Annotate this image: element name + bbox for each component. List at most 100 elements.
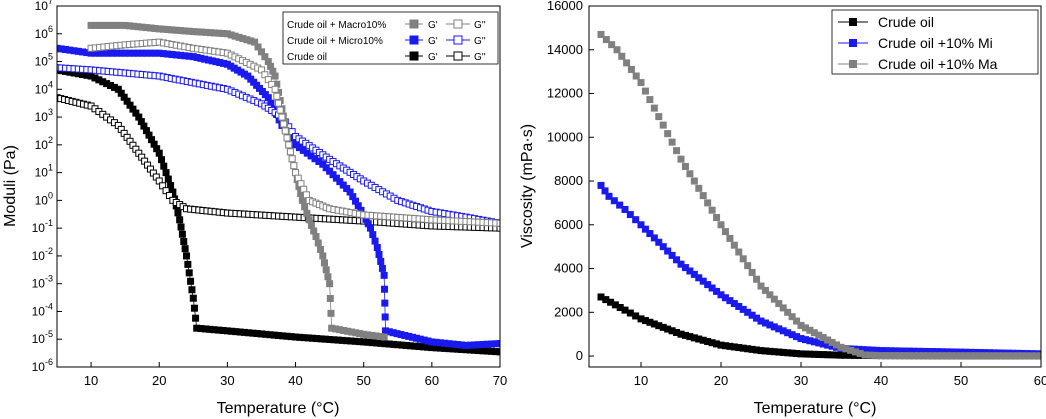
viscosity-y-axis-label: Viscosity (mPa·s) xyxy=(519,124,536,248)
viscosity-data-point xyxy=(597,181,605,189)
moduli-data-point xyxy=(275,99,282,107)
moduli-data-point xyxy=(162,169,170,177)
viscosity-y-tick-label: 16000 xyxy=(547,0,583,13)
viscosity-data-point xyxy=(896,347,904,355)
moduli-data-point xyxy=(189,294,197,302)
viscosity-data-point xyxy=(699,336,707,344)
viscosity-data-point xyxy=(646,318,654,326)
viscosity-data-point xyxy=(770,323,778,331)
viscosity-data-point xyxy=(730,343,738,351)
viscosity-y-tick-label: 2000 xyxy=(554,304,583,319)
viscosity-data-point xyxy=(952,348,960,356)
viscosity-data-point xyxy=(761,319,769,327)
viscosity-data-point xyxy=(641,87,649,95)
moduli-data-point xyxy=(378,264,386,272)
moduli-data-point xyxy=(281,127,289,135)
viscosity-data-point xyxy=(873,346,881,354)
viscosity-data-point xyxy=(856,349,864,357)
viscosity-data-point xyxy=(872,351,880,359)
viscosity-data-point xyxy=(877,352,885,360)
viscosity-data-point xyxy=(621,306,629,314)
viscosity-data-point xyxy=(981,352,989,360)
viscosity-legend-marker xyxy=(849,18,857,26)
viscosity-data-point xyxy=(695,335,703,343)
moduli-data-point xyxy=(283,134,291,142)
viscosity-data-point xyxy=(650,104,658,112)
viscosity-data-point xyxy=(793,317,801,325)
moduli-data-point xyxy=(181,245,189,253)
viscosity-plot-frame xyxy=(588,5,1042,368)
moduli-data-point xyxy=(188,286,196,294)
moduli-data-point xyxy=(160,162,168,170)
viscosity-data-point xyxy=(677,260,685,268)
viscosity-data-point xyxy=(929,352,937,360)
viscosity-data-point xyxy=(748,311,756,319)
viscosity-data-point xyxy=(919,347,927,355)
viscosity-data-point xyxy=(833,351,841,359)
viscosity-data-point xyxy=(708,206,716,214)
viscosity-data-point xyxy=(788,349,796,357)
viscosity-data-point xyxy=(847,346,855,354)
viscosity-data-point xyxy=(891,352,899,360)
viscosity-data-point xyxy=(910,352,918,360)
moduli-chart: 10 20 30 40 50 60 70 10-6 10-5 10-4 10-3 10-2 10-1 10… xyxy=(2,0,507,417)
viscosity-y-tick-label: 6000 xyxy=(554,217,583,232)
viscosity-data-point xyxy=(668,138,676,146)
viscosity-data-point xyxy=(819,340,827,348)
moduli-y-tick-label: 102 xyxy=(35,135,53,152)
viscosity-data-point xyxy=(735,248,743,256)
viscosity-data-point xyxy=(690,270,698,278)
moduli-data-point xyxy=(184,260,192,268)
viscosity-data-point xyxy=(943,352,951,360)
moduli-data-point xyxy=(367,224,375,232)
viscosity-data-point xyxy=(690,177,698,185)
viscosity-data-point xyxy=(915,347,923,355)
moduli-legend-label: Crude oil + Micro10% xyxy=(287,36,383,47)
viscosity-data-point xyxy=(664,130,672,138)
moduli-data-point xyxy=(322,266,330,274)
viscosity-data-point xyxy=(713,287,721,295)
viscosity-data-point xyxy=(641,225,649,233)
moduli-data-point xyxy=(273,92,281,100)
viscosity-data-point xyxy=(753,346,761,354)
viscosity-data-point xyxy=(948,352,956,360)
viscosity-data-point xyxy=(681,162,689,170)
viscosity-data-point xyxy=(801,336,809,344)
viscosity-data-point xyxy=(938,352,946,360)
moduli-legend-marker xyxy=(453,19,463,29)
viscosity-data-point xyxy=(704,337,712,345)
viscosity-data-point xyxy=(704,281,712,289)
viscosity-data-point xyxy=(901,352,909,360)
moduli-legend-marker xyxy=(409,35,419,45)
viscosity-data-point xyxy=(933,348,941,356)
viscosity-data-point xyxy=(717,221,725,229)
viscosity-data-point xyxy=(597,293,605,301)
viscosity-data-point xyxy=(708,339,716,347)
viscosity-data-point xyxy=(779,327,787,335)
moduli-data-point xyxy=(373,244,381,252)
moduli-y-tick-label: 10-5 xyxy=(32,329,53,346)
viscosity-data-point xyxy=(1023,352,1031,360)
viscosity-data-point xyxy=(726,297,734,305)
viscosity-y-tick-label: 0 xyxy=(576,348,583,363)
viscosity-data-point xyxy=(726,234,734,242)
moduli-data-point xyxy=(327,309,335,317)
viscosity-data-point xyxy=(801,324,809,332)
viscosity-data-point xyxy=(775,300,783,308)
moduli-data-point xyxy=(155,149,163,157)
viscosity-data-point xyxy=(842,345,850,353)
viscosity-data-point xyxy=(770,295,778,303)
viscosity-data-point xyxy=(943,348,951,356)
viscosity-data-point xyxy=(655,238,663,246)
viscosity-x-tick-label: 60 xyxy=(1034,373,1046,388)
moduli-data-point xyxy=(187,277,195,285)
viscosity-data-point xyxy=(613,46,621,54)
viscosity-data-point xyxy=(744,308,752,316)
viscosity-data-point xyxy=(623,59,631,67)
viscosity-data-point xyxy=(761,347,769,355)
viscosity-data-point xyxy=(632,216,640,224)
viscosity-data-point xyxy=(626,309,634,317)
moduli-data-point xyxy=(326,295,334,303)
moduli-data-point xyxy=(286,148,294,156)
